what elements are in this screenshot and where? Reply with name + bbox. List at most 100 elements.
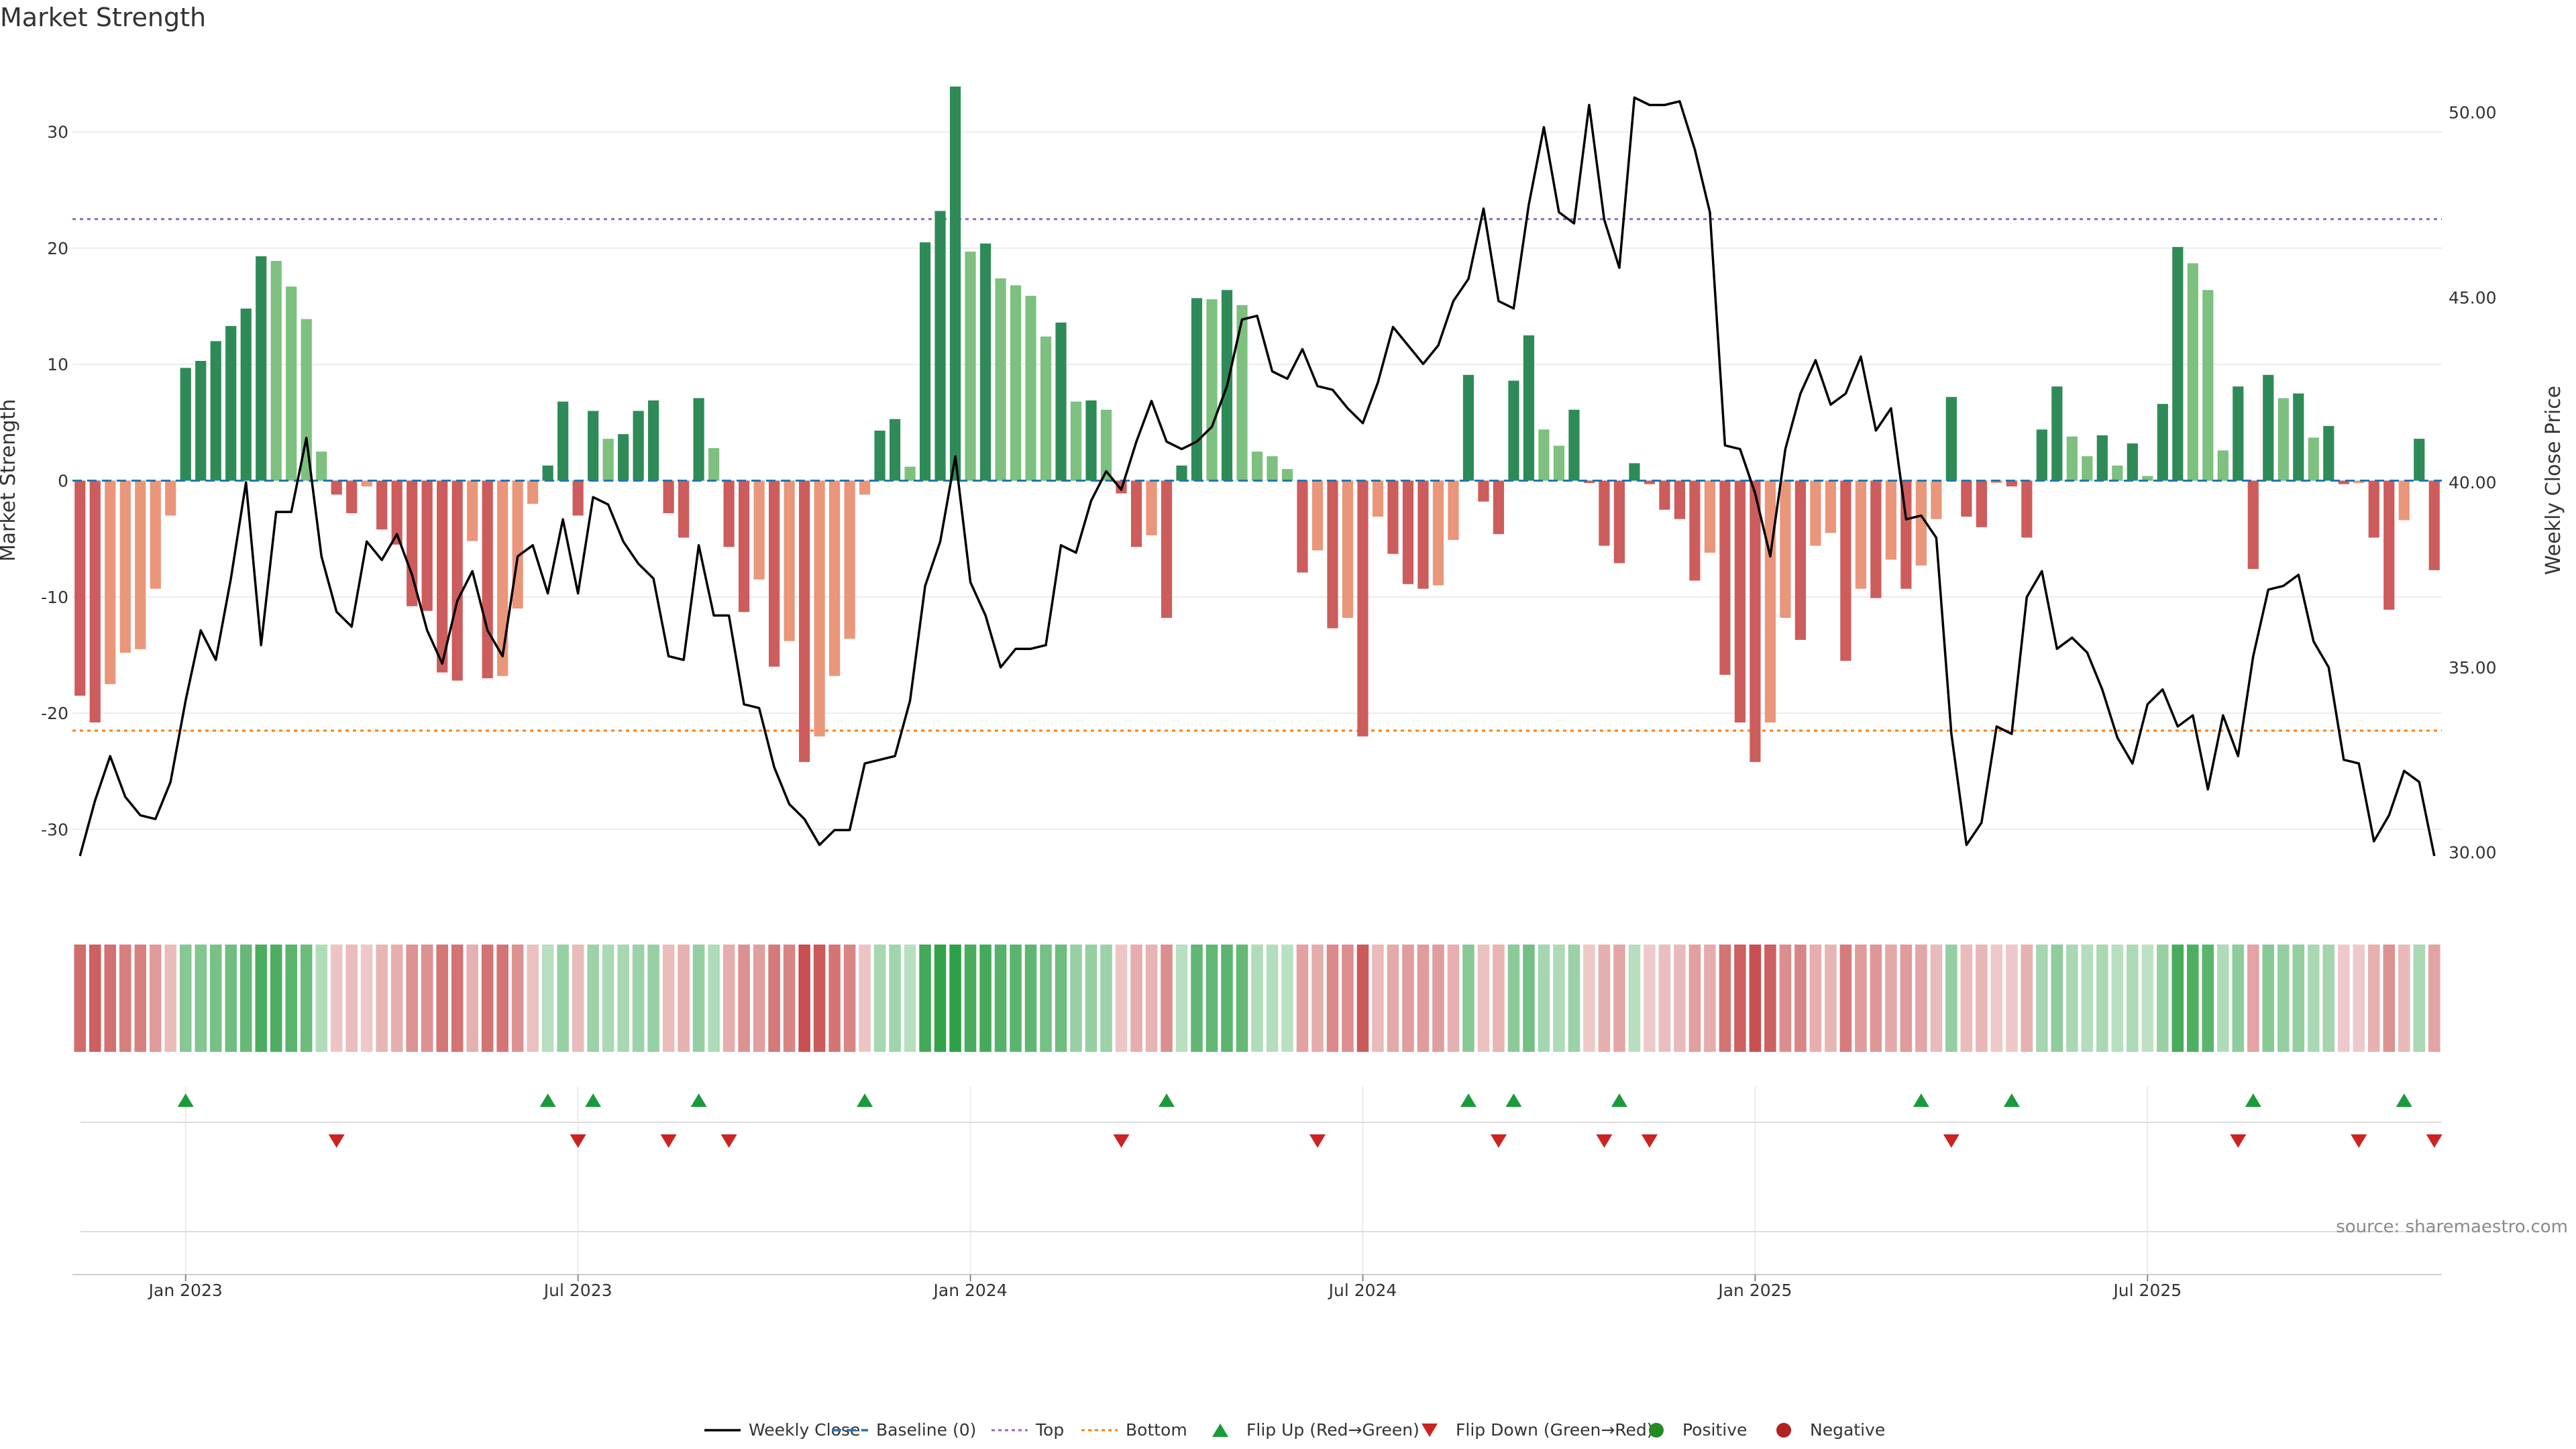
heat-strip-cell: [798, 945, 810, 1052]
strength-bar: [1991, 480, 2002, 483]
heat-strip-cell: [1688, 945, 1701, 1052]
circle-icon: [1649, 1423, 1664, 1438]
legend-item: Flip Down (Green→Red): [1421, 1420, 1654, 1440]
heat-strip-cell: [119, 945, 131, 1052]
flip-up-marker: [585, 1093, 602, 1107]
flip-down-marker: [1596, 1134, 1613, 1148]
strength-bar: [2157, 404, 2168, 481]
strength-bar: [859, 480, 871, 495]
strength-bar: [135, 480, 146, 649]
legend-item: Top: [991, 1420, 1064, 1440]
heat-strip-cell: [1266, 945, 1279, 1052]
heat-strip-cell: [1191, 945, 1203, 1052]
heat-strip-cell: [2428, 945, 2440, 1052]
flip-down-marker: [2426, 1134, 2443, 1148]
strength-bar: [1025, 295, 1036, 481]
strength-bar: [1538, 429, 1550, 481]
strength-bar: [1191, 298, 1203, 481]
heat-strip-cell: [511, 945, 524, 1052]
heat-strip-cell: [873, 945, 886, 1052]
heat-strip-cell: [2021, 945, 2033, 1052]
y-tick-label-right: 50.00: [2449, 103, 2497, 123]
heat-strip-cell: [1704, 945, 1716, 1052]
heat-strip-cell: [1251, 945, 1263, 1052]
heat-strip-cell: [1523, 945, 1535, 1052]
strength-bar: [1357, 480, 1368, 737]
strength-bar: [2277, 398, 2289, 481]
legend-item: Flip Up (Red→Green): [1212, 1420, 1419, 1440]
strength-bar: [1100, 409, 1112, 481]
heat-strip-cell: [481, 945, 494, 1052]
strength-bar: [1794, 480, 1806, 640]
strength-bar: [527, 480, 539, 504]
heat-strip-cell: [2247, 945, 2259, 1052]
heat-strip-cell: [1281, 945, 1293, 1052]
strength-bar: [1523, 335, 1535, 481]
strength-bar: [286, 286, 297, 481]
strength-bar: [1719, 480, 1731, 675]
heat-strip-cell: [270, 945, 282, 1052]
heat-strip-cell: [617, 945, 629, 1052]
heat-strip-cell: [2202, 945, 2214, 1052]
heat-strip-cell: [1644, 945, 1656, 1052]
strength-bar: [1448, 480, 1459, 540]
strength-bar: [693, 398, 704, 481]
strength-bar: [2383, 480, 2395, 610]
strength-bar: [633, 411, 644, 481]
strength-bar: [451, 480, 463, 681]
heat-strip-cell: [1175, 945, 1188, 1052]
strength-bar: [1553, 445, 1565, 481]
y-tick-label-left: -30: [41, 820, 68, 839]
heat-strip-cell: [647, 945, 659, 1052]
y-tick-label-left: 10: [47, 355, 68, 374]
strength-bar: [1599, 480, 1610, 546]
heat-strip-cell: [225, 945, 237, 1052]
heat-strip-cell: [2081, 945, 2094, 1052]
flip-down-marker: [328, 1134, 345, 1148]
heat-strip-cell: [300, 945, 313, 1052]
flip-up-marker: [1460, 1093, 1477, 1107]
strength-bar: [889, 419, 901, 481]
heat-strip-cell: [919, 945, 931, 1052]
strength-bar: [1267, 456, 1278, 481]
strength-bar: [844, 480, 855, 639]
strength-bar: [391, 480, 402, 545]
heat-strip-cell: [1538, 945, 1550, 1052]
heat-strip-cell: [2006, 945, 2018, 1052]
strength-bar: [2217, 450, 2229, 481]
strength-bar: [1629, 463, 1640, 481]
strength-bar: [1236, 305, 1248, 481]
heat-strip-cell: [1553, 945, 1565, 1052]
heat-strip-cell: [1839, 945, 1852, 1052]
heat-strip-cell: [2262, 945, 2275, 1052]
heat-strip-cell: [753, 945, 765, 1052]
strength-bar: [1055, 322, 1067, 481]
heat-strip-cell: [1040, 945, 1052, 1052]
legend-item: Baseline (0): [832, 1420, 976, 1440]
strength-bar: [2066, 436, 2078, 481]
heat-strip-cell: [2141, 945, 2154, 1052]
heat-strip-cell: [360, 945, 373, 1052]
heat-strip-cell: [1236, 945, 1248, 1052]
heat-strip-cell: [2157, 945, 2169, 1052]
heat-strip-cell: [2171, 945, 2184, 1052]
heat-strip-cell: [345, 945, 358, 1052]
strength-bar: [678, 480, 690, 538]
heat-strip-cell: [527, 945, 539, 1052]
heat-strip-cell: [421, 945, 433, 1052]
heat-strip-cell: [255, 945, 267, 1052]
strength-bar: [1070, 401, 1082, 481]
strength-bar: [1085, 400, 1097, 481]
legend-label: Baseline (0): [876, 1420, 976, 1440]
strength-bar: [965, 252, 976, 481]
heat-strip-cell: [722, 945, 735, 1052]
heat-strip-cell: [466, 945, 478, 1052]
heat-strip-cell: [1070, 945, 1082, 1052]
heat-strip-cell: [2322, 945, 2335, 1052]
heat-strip-cell: [1915, 945, 1927, 1052]
heat-strip-cell: [1372, 945, 1384, 1052]
heat-strip-cell: [2413, 945, 2426, 1052]
strength-bar: [421, 480, 433, 611]
flip-down-marker: [1490, 1134, 1507, 1148]
heat-strip-cell: [828, 945, 841, 1052]
